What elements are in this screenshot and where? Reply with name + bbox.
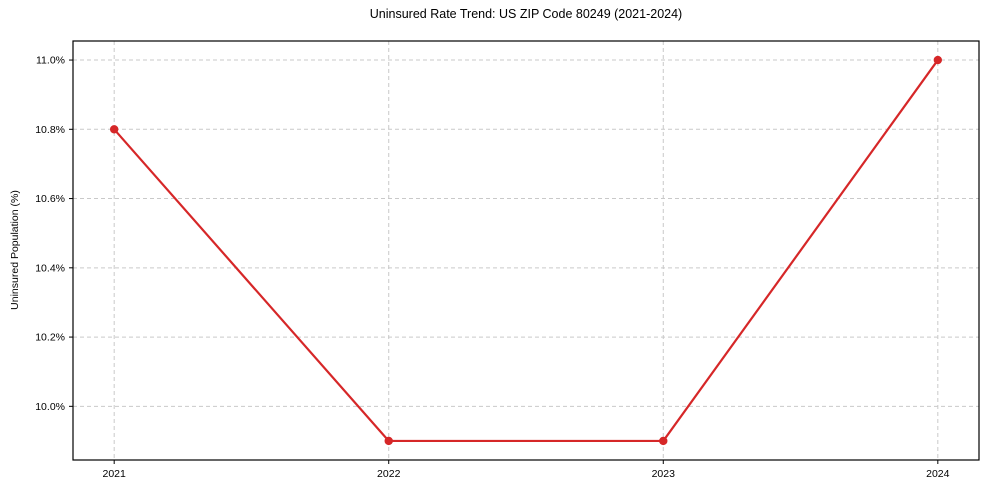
y-tick-label: 10.2% <box>35 332 65 344</box>
x-tick-label: 2021 <box>103 468 127 480</box>
data-point-marker <box>659 436 668 446</box>
data-point-marker <box>384 436 393 446</box>
x-tick-label: 2022 <box>377 468 401 480</box>
plot-frame <box>72 40 980 461</box>
y-tick-label: 10.6% <box>35 193 65 205</box>
y-tick-label: 10.8% <box>35 124 65 136</box>
y-tick-label: 10.0% <box>35 401 65 413</box>
y-tick-label: 10.4% <box>35 262 65 274</box>
trend-line <box>113 58 939 443</box>
x-tick-label: 2023 <box>652 468 676 480</box>
x-tick-label: 2024 <box>926 468 950 480</box>
data-point-marker <box>933 55 943 65</box>
data-point-marker <box>109 125 119 134</box>
y-tick-label: 11.0% <box>36 55 65 67</box>
chart-title: Uninsured Rate Trend: US ZIP Code 80249 … <box>369 7 683 21</box>
